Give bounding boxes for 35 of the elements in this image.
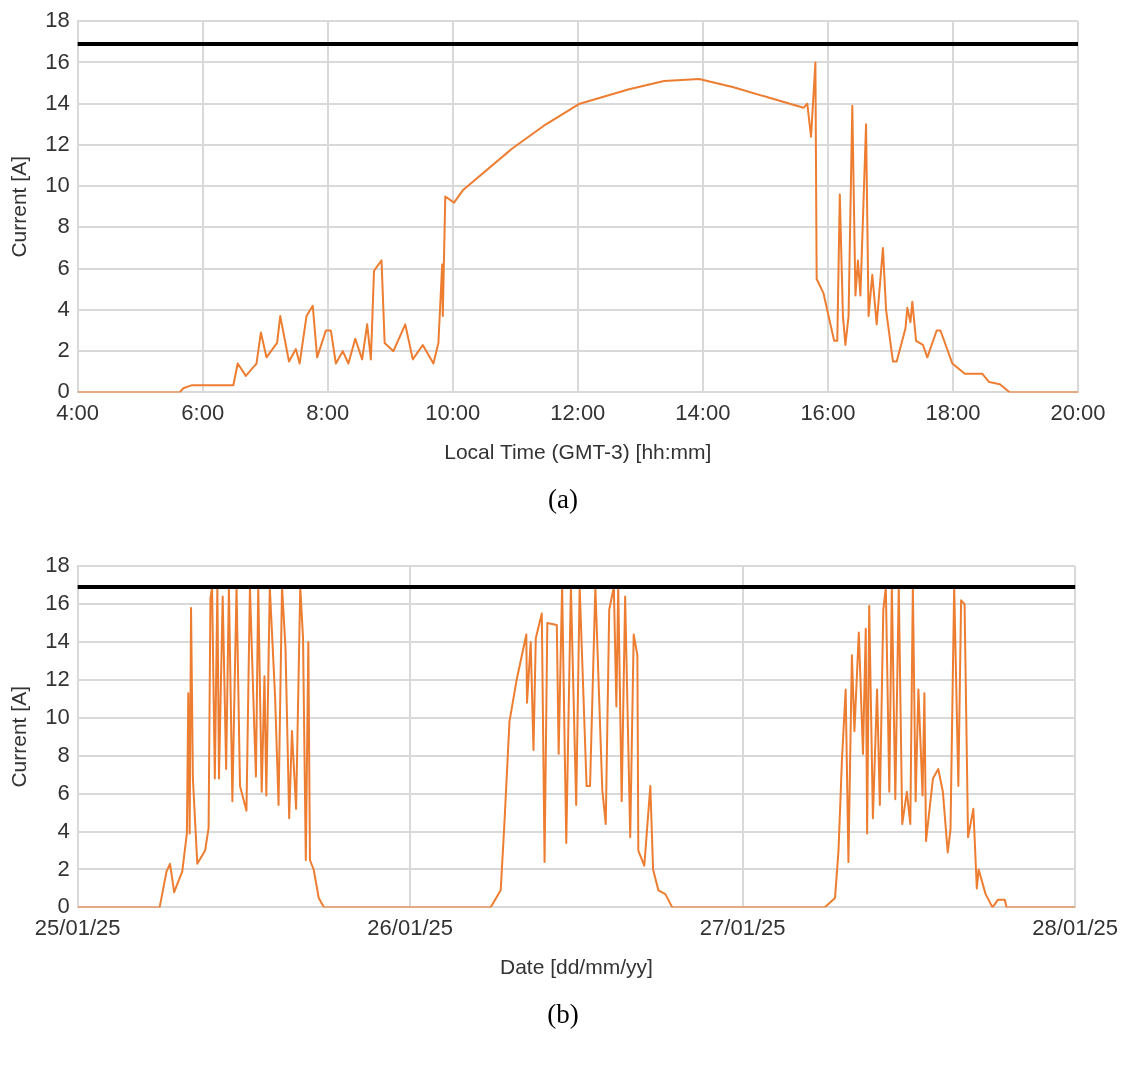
y-axis-title: Current [A] bbox=[7, 686, 31, 788]
y-tick-label: 18 bbox=[45, 7, 70, 33]
y-tick-label: 4 bbox=[57, 817, 70, 843]
y-tick-label: 16 bbox=[45, 590, 70, 616]
text: (a) bbox=[547, 484, 579, 515]
y-tick-label: 6 bbox=[57, 779, 70, 805]
y-axis-title: Current [A] bbox=[7, 156, 31, 258]
y-tick-label: 10 bbox=[45, 703, 70, 729]
x-tick-label: 20:00 bbox=[1050, 399, 1106, 425]
y-tick-label: 18 bbox=[45, 552, 70, 578]
x-tick-label: 14:00 bbox=[675, 399, 731, 425]
y-tick-label: 8 bbox=[57, 741, 70, 767]
y-tick-label: 4 bbox=[57, 295, 70, 321]
x-axis-title: Local Time (GMT-3) [hh:mm] bbox=[444, 440, 712, 464]
y-tick-label: 14 bbox=[45, 89, 70, 115]
text: (b) bbox=[546, 999, 580, 1030]
y-tick-label: 2 bbox=[57, 337, 70, 363]
y-tick-label: 10 bbox=[45, 172, 70, 198]
y-tick-label: 8 bbox=[57, 213, 70, 239]
x-tick-label: 16:00 bbox=[800, 399, 856, 425]
x-tick-label: 12:00 bbox=[550, 399, 606, 425]
x-tick-label: 6:00 bbox=[181, 399, 225, 425]
x-tick-label: 27/01/25 bbox=[699, 914, 786, 940]
x-tick-label: 8:00 bbox=[306, 399, 350, 425]
y-tick-label: 2 bbox=[57, 855, 70, 881]
x-tick-label: 18:00 bbox=[925, 399, 981, 425]
y-tick-label: 12 bbox=[45, 666, 70, 691]
x-axis-title: Date [dd/mm/yy] bbox=[499, 955, 653, 979]
y-tick-label: 6 bbox=[57, 254, 70, 280]
y-tick-label: 12 bbox=[45, 131, 70, 156]
x-tick-label: 10:00 bbox=[425, 399, 481, 425]
x-tick-label: 28/01/25 bbox=[1032, 914, 1118, 940]
y-tick-label: 14 bbox=[45, 628, 70, 654]
x-tick-label: 26/01/25 bbox=[367, 914, 453, 940]
y-tick-label: 16 bbox=[45, 48, 70, 74]
